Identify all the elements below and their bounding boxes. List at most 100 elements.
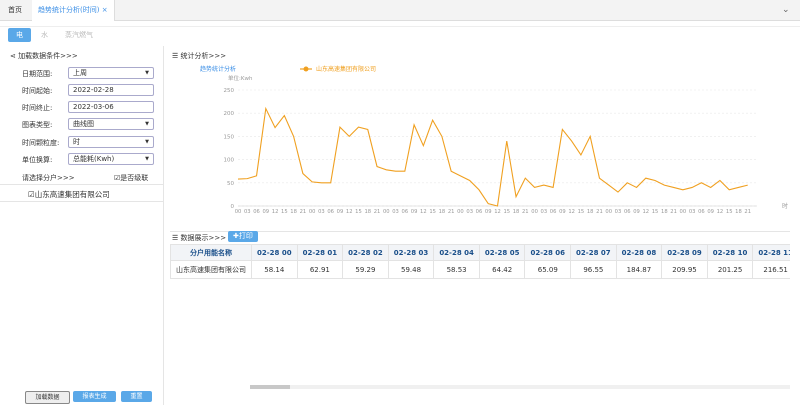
x-tick-label: 09	[337, 209, 344, 215]
series-line	[237, 106, 748, 207]
cell: 山东高速集团有限公司	[170, 260, 252, 279]
energy-tab[interactable]: 水	[41, 31, 48, 39]
x-tick-label: 00	[235, 209, 242, 215]
field-label: 单位换算:	[22, 156, 53, 164]
x-tick-label: 21	[374, 209, 381, 215]
x-tick-label: 12	[272, 209, 279, 215]
x-tick-label: 09	[485, 209, 492, 215]
column-header: 02-28 01	[296, 244, 344, 261]
checkbox-label: 是否级联	[120, 174, 149, 182]
x-tick-label: 18	[513, 209, 520, 215]
x-tick-label: 15	[652, 209, 659, 215]
menu-arrow[interactable]: ⌄	[782, 5, 790, 15]
field-label: 时间终止:	[22, 104, 53, 112]
field-input[interactable]: 总能耗(Kwh) ▼	[68, 153, 154, 165]
x-tick-label: 06	[476, 209, 483, 215]
x-tick-label: 09	[559, 209, 566, 215]
section-title: ☰ 数据展示>>>	[172, 234, 227, 242]
button[interactable]: 报表生成	[73, 391, 116, 402]
scroll-thumb[interactable]	[250, 385, 290, 389]
x-tick-label: 12	[642, 209, 649, 215]
column-header: 02-28 09	[661, 244, 708, 261]
field-input[interactable]: 上周 ▼	[68, 67, 154, 79]
legend-marker	[303, 66, 309, 72]
x-tick-label: 00	[309, 209, 316, 215]
tab-active[interactable]: 趋势统计分析(时间) ×	[32, 0, 115, 21]
x-tick-label: 15	[578, 209, 585, 215]
field-value: 总能耗(Kwh)	[73, 155, 115, 163]
x-tick-label: 00	[531, 209, 538, 215]
field-label: 时间起始:	[22, 87, 53, 95]
x-tick-label: 06	[698, 209, 705, 215]
scrollbar[interactable]	[250, 385, 790, 389]
x-tick-label: 06	[550, 209, 557, 215]
x-tick-label: 12	[568, 209, 575, 215]
cell: 65.09	[524, 260, 572, 279]
x-tick-label: 18	[661, 209, 668, 215]
field-input[interactable]: 曲线图 ▼	[68, 118, 154, 130]
column-header: 02-28 11	[752, 244, 790, 261]
cell: 209.95	[661, 260, 708, 279]
chart-title: 趋势统计分析	[200, 65, 236, 73]
x-tick-label: 18	[587, 209, 594, 215]
field-input[interactable]: 2022-03-06	[68, 101, 154, 113]
section-title-text: 加载数据条件>>>	[18, 52, 78, 60]
divider	[0, 26, 800, 27]
cell: 59.29	[342, 260, 389, 279]
cascade-checkbox[interactable]: ☑是否级联	[114, 174, 149, 182]
button[interactable]: 重置	[121, 391, 152, 402]
energy-tab[interactable]: 蒸汽燃气	[65, 31, 93, 39]
x-tick-label: 09	[411, 209, 418, 215]
cell: 64.42	[478, 260, 526, 279]
x-tick-label: 21	[596, 209, 603, 215]
header-row: 分户用能名称 02-28 00 02-28 01 02-28 02 02-28 03 02…	[170, 244, 790, 261]
x-tick-label: 12	[346, 209, 353, 215]
x-tick-label: 21	[300, 209, 307, 215]
column-header: 分户用能名称	[170, 244, 252, 261]
divider	[0, 184, 163, 185]
x-tick-label: 03	[689, 209, 696, 215]
dropdown-arrow: ▼	[145, 70, 149, 76]
cell: 58.14	[251, 260, 298, 279]
button[interactable]: 加载数据	[25, 391, 70, 404]
cell: 62.91	[296, 260, 344, 279]
tree-node[interactable]: ☑山东高速集团有限公司	[28, 190, 110, 199]
y-tick-label: 250	[224, 88, 235, 94]
field-input[interactable]: 2022-02-28	[68, 84, 154, 96]
x-tick-label: 00	[680, 209, 687, 215]
tab[interactable]: 首页	[8, 6, 22, 14]
column-header: 02-28 08	[615, 244, 663, 261]
column-header: 02-28 07	[570, 244, 617, 261]
x-tick-label: 18	[439, 209, 446, 215]
x-tick-label: 21	[744, 209, 751, 215]
cell: 58.53	[433, 260, 480, 279]
x-tick-label: 09	[707, 209, 714, 215]
cell: 59.48	[387, 260, 435, 279]
column-header: 02-28 05	[478, 244, 526, 261]
x-tick-label: 15	[503, 209, 510, 215]
data-row: 山东高速集团有限公司 58.14 62.91 59.29 59.48 58.53 64.42…	[170, 260, 790, 279]
x-tick-label: 00	[605, 209, 612, 215]
x-tick-label: 21	[670, 209, 677, 215]
field-label: 图表类型:	[22, 121, 53, 129]
energy-tab[interactable]: 电	[8, 28, 31, 42]
section-title: ☰ 统计分析>>>	[172, 52, 227, 60]
legend-label: 山东高速集团有限公司	[316, 65, 376, 73]
x-tick-label: 12	[420, 209, 427, 215]
table-container: 分户用能名称 02-28 00 02-28 01 02-28 02 02-28 03 02…	[170, 244, 790, 384]
x-tick-label: 03	[244, 209, 251, 215]
field-input[interactable]: 时 ▼	[68, 136, 154, 148]
x-tick-label: 12	[717, 209, 724, 215]
button-label: 打印	[238, 232, 253, 240]
field-label: 时间颗粒度:	[22, 139, 60, 147]
column-header: 02-28 02	[342, 244, 389, 261]
field-value: 上周	[73, 69, 87, 77]
field-label: 日期范围:	[22, 70, 53, 78]
y-axis-label: 单位:Kwh	[228, 74, 253, 82]
x-tick-label: 21	[522, 209, 529, 215]
x-tick-label: 00	[383, 209, 390, 215]
print-button[interactable]: ✚打印	[228, 231, 258, 242]
y-tick-label: 100	[224, 158, 235, 164]
